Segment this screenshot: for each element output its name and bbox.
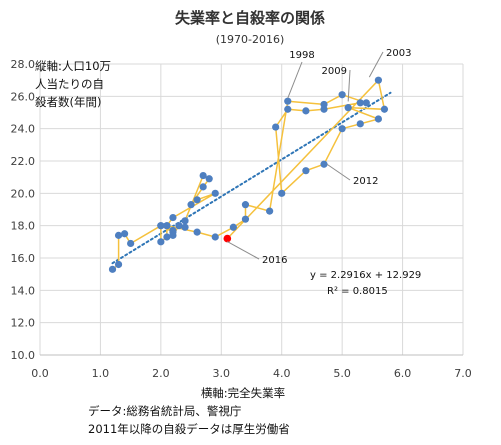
annotation-2012-leader bbox=[326, 163, 351, 181]
data-point bbox=[302, 167, 310, 175]
trendline bbox=[111, 91, 392, 265]
data-point bbox=[163, 222, 171, 230]
data-point bbox=[114, 231, 123, 239]
y-axis-label-line-1: 縦軸:人口10万 bbox=[35, 59, 111, 73]
data-point bbox=[272, 123, 280, 131]
annotation-2016-leader bbox=[227, 241, 260, 260]
data-point bbox=[362, 99, 370, 107]
data-point bbox=[193, 228, 201, 236]
y-tick-label: 18.0 bbox=[11, 220, 36, 233]
y-tick-label: 14.0 bbox=[11, 284, 36, 297]
data-point bbox=[374, 76, 382, 84]
trendline-r2: R² = 0.8015 bbox=[327, 286, 388, 297]
x-tick-label: 4.0 bbox=[273, 367, 291, 380]
x-tick-label: 6.0 bbox=[394, 367, 412, 380]
axes: 0.0 1.0 2.0 3.0 4.0 5.0 6.0 7.0 10.0 12.0 14.0 16.0… bbox=[11, 58, 472, 380]
source-line-1: データ:総務省統計局、警視庁 bbox=[88, 404, 241, 418]
x-tick-label: 7.0 bbox=[454, 367, 472, 380]
annotation-1998-label: 1998 bbox=[289, 50, 314, 61]
data-point bbox=[127, 239, 135, 248]
data-points bbox=[108, 76, 389, 273]
trendline-path bbox=[111, 91, 392, 265]
data-point bbox=[181, 223, 189, 231]
data-point bbox=[278, 189, 286, 197]
data-point bbox=[187, 201, 195, 209]
data-point bbox=[374, 115, 382, 123]
x-tick-label: 5.0 bbox=[333, 367, 351, 380]
data-point bbox=[205, 175, 213, 183]
data-point bbox=[157, 222, 165, 230]
data-point bbox=[114, 260, 123, 269]
data-point bbox=[241, 215, 250, 223]
y-tick-label: 26.0 bbox=[11, 90, 36, 103]
data-point bbox=[284, 105, 292, 113]
chart-title: 失業率と自殺率の関係 bbox=[175, 9, 325, 27]
y-tick-label: 12.0 bbox=[11, 317, 36, 330]
data-point bbox=[320, 105, 328, 113]
data-point bbox=[193, 196, 201, 204]
data-point bbox=[284, 97, 292, 105]
annotation-2003-leader bbox=[368, 51, 384, 78]
annotations: 1998 2003 2009 2012 2016 bbox=[227, 48, 411, 266]
series-line bbox=[112, 79, 386, 270]
annotation-2009-leader bbox=[347, 69, 351, 102]
y-tick-label: 10.0 bbox=[11, 349, 36, 362]
data-point bbox=[175, 222, 183, 230]
y-tick-label: 24.0 bbox=[11, 123, 36, 136]
y-tick-label: 16.0 bbox=[11, 252, 36, 265]
data-point bbox=[380, 105, 389, 113]
data-point bbox=[211, 233, 219, 241]
data-point bbox=[241, 201, 250, 209]
annotation-2012-label: 2012 bbox=[353, 176, 378, 187]
data-point bbox=[211, 189, 219, 197]
data-point bbox=[121, 230, 129, 238]
data-point bbox=[181, 217, 189, 225]
source-line-2: 2011年以降の自殺データは厚生労働省 bbox=[88, 422, 290, 436]
data-point bbox=[169, 231, 177, 239]
x-axis-label: 横軸:完全失業率 bbox=[201, 386, 285, 400]
data-point bbox=[157, 238, 165, 246]
y-tick-label: 22.0 bbox=[11, 155, 36, 168]
data-point bbox=[338, 91, 346, 99]
data-point bbox=[229, 223, 237, 231]
data-point bbox=[302, 107, 310, 115]
annotation-2003-label: 2003 bbox=[386, 48, 411, 59]
x-tick-label: 3.0 bbox=[213, 367, 231, 380]
y-axis-label-line-3: 殺者数(年間) bbox=[35, 95, 101, 109]
data-point bbox=[108, 265, 117, 273]
annotation-2016-label: 2016 bbox=[262, 255, 287, 266]
data-point bbox=[356, 120, 364, 128]
data-point bbox=[169, 213, 177, 222]
trendline-equation: y = 2.2916x + 12.929 bbox=[310, 270, 421, 281]
x-tick-label: 0.0 bbox=[31, 367, 49, 380]
annotation-1998-leader bbox=[287, 61, 303, 99]
y-tick-label: 20.0 bbox=[11, 187, 36, 200]
annotation-2009-label: 2009 bbox=[322, 66, 347, 77]
x-tick-label: 2.0 bbox=[152, 367, 170, 380]
y-tick-label: 28.0 bbox=[11, 58, 36, 71]
data-point bbox=[338, 125, 346, 133]
chart-subtitle: (1970-2016) bbox=[216, 33, 285, 46]
data-point bbox=[266, 207, 274, 215]
data-point bbox=[163, 233, 171, 241]
highlight-point-2016 bbox=[223, 234, 232, 243]
data-point bbox=[199, 183, 207, 191]
data-point bbox=[344, 104, 352, 112]
data-point bbox=[320, 160, 328, 168]
data-point bbox=[356, 99, 364, 107]
data-point bbox=[199, 171, 207, 180]
y-axis-label-line-2: 人当たりの自 bbox=[35, 77, 104, 91]
x-tick-label: 1.0 bbox=[92, 367, 110, 380]
series-connector bbox=[112, 79, 386, 270]
gridlines bbox=[39, 63, 464, 356]
